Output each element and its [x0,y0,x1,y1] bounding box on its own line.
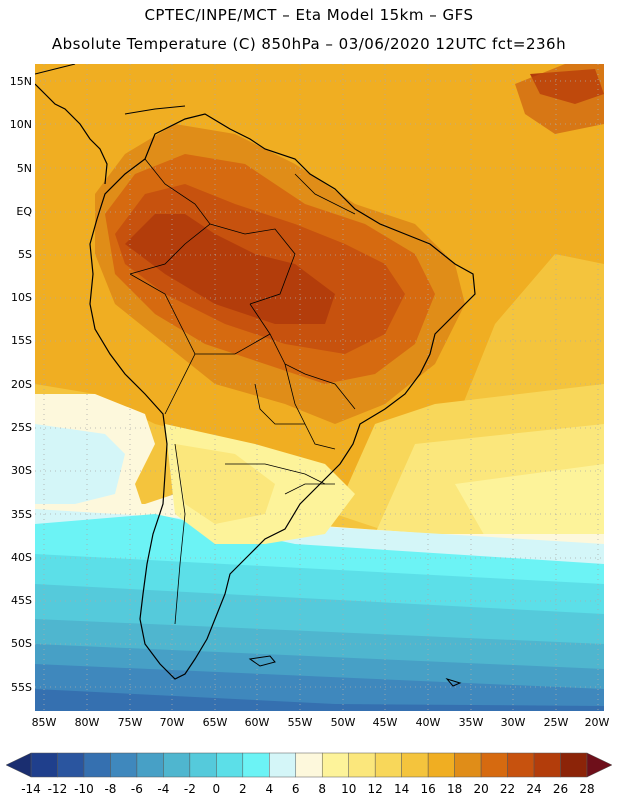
temperature-map [35,64,604,711]
color-legend-swatch [401,752,429,778]
color-legend-label: 0 [212,782,221,796]
lat-label: 5S [18,248,32,261]
color-legend-label: 10 [341,782,357,796]
color-legend-label: 6 [291,782,300,796]
color-legend-label: 24 [526,782,542,796]
color-legend-label: 20 [473,782,489,796]
color-legend-swatch [242,752,270,778]
color-legend-label: 16 [420,782,436,796]
color-legend-swatch [321,752,349,778]
lat-label: 35S [11,508,32,521]
lon-label: 45W [372,716,398,729]
color-legend-swatch [30,752,58,778]
color-legend-swatch [189,752,217,778]
color-legend-swatch [269,752,297,778]
lon-label: 60W [244,716,270,729]
color-legend-swatch [348,752,376,778]
color-legend-label: 22 [499,782,516,796]
lat-label: 15N [9,75,32,88]
coastline-caribbean [35,64,186,115]
lon-label: 80W [74,716,100,729]
color-legend-swatch [216,752,244,778]
map-title-line2: Absolute Temperature (C) 850hPa – 03/06/… [51,35,567,53]
color-legend-swatch [163,752,191,778]
lat-label: 25S [11,421,32,434]
color-legend-segments [30,752,588,778]
lon-label: 20W [584,716,610,729]
lon-label: 70W [159,716,185,729]
lat-label: EQ [16,205,32,218]
color-legend-label: -6 [130,782,143,796]
lat-label: 40S [11,551,32,564]
color-legend-label: -10 [74,782,94,796]
lat-label: 30S [11,464,32,477]
lon-label: 25W [543,716,569,729]
map-svg [35,64,604,711]
color-legend-swatch [533,752,561,778]
color-legend [5,752,613,778]
color-legend-label: -14 [21,782,41,796]
coastline-falklands [248,655,276,667]
coastline-south-georgia [445,678,462,687]
color-legend-label: 12 [367,782,383,796]
color-legend-high-arrow [586,752,613,778]
land-warm-north-24 [515,64,604,134]
color-legend-label: 4 [265,782,274,796]
lon-label: 85W [31,716,57,729]
color-legend-swatch [507,752,535,778]
color-legend-swatch [427,752,455,778]
color-legend-label: -8 [104,782,117,796]
color-legend-swatch [136,752,164,778]
lat-label: 10S [11,291,32,304]
color-legend-swatch [454,752,482,778]
color-legend-swatch [374,752,402,778]
country-borders [129,158,356,625]
lat-label: 20S [11,378,32,391]
color-legend-label: 8 [318,782,327,796]
lat-label: 15S [11,334,32,347]
color-legend-low-arrow [5,752,32,778]
color-legend-swatch [295,752,323,778]
coastline-central-america [35,83,108,185]
lat-label: 45S [11,594,32,607]
lon-label: 40W [415,716,441,729]
color-legend-label: -2 [183,782,196,796]
lat-label: 50S [11,637,32,650]
color-legend-swatch [560,752,588,778]
land-warm-26 [125,214,335,324]
lon-label: 75W [117,716,143,729]
lon-label: 35W [458,716,484,729]
color-legend-label: 18 [446,782,463,796]
color-legend-label: 14 [394,782,410,796]
color-legend-label: 26 [552,782,569,796]
band-pacific-4 [35,424,125,514]
color-legend-label: 28 [579,782,595,796]
color-legend-swatch [83,752,111,778]
map-title-line1: CPTEC/INPE/MCT – Eta Model 15km – GFS [144,6,474,24]
lon-label: 50W [330,716,356,729]
color-legend-swatch [110,752,138,778]
color-legend-swatch [480,752,508,778]
lat-label: 55S [11,681,32,694]
lat-label: 5N [16,162,32,175]
lon-label: 55W [287,716,313,729]
lon-label: 65W [202,716,228,729]
band-10 [455,464,604,554]
land-mild-south-2 [175,444,275,524]
lon-label: 30W [500,716,526,729]
color-legend-swatch [57,752,85,778]
color-legend-label: -4 [157,782,170,796]
color-legend-label: 2 [238,782,247,796]
color-legend-label: -12 [47,782,68,796]
lat-label: 10N [9,118,32,131]
band-m10 [35,689,604,711]
